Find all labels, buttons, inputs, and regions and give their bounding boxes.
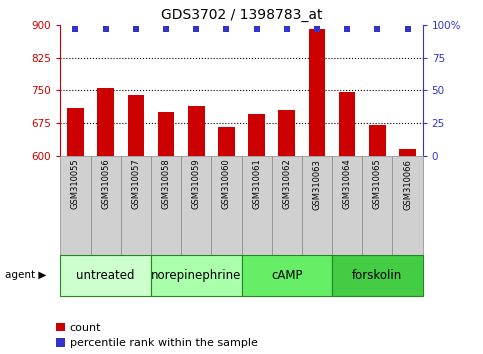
Bar <box>151 255 242 296</box>
Text: GSM310063: GSM310063 <box>313 159 322 210</box>
Text: cAMP: cAMP <box>271 269 302 282</box>
Point <box>102 26 110 32</box>
Text: untreated: untreated <box>76 269 135 282</box>
Text: GSM310056: GSM310056 <box>101 159 110 210</box>
Bar <box>309 29 325 156</box>
Bar <box>98 88 114 156</box>
Text: GSM310061: GSM310061 <box>252 159 261 210</box>
Bar <box>181 156 212 255</box>
Bar <box>91 156 121 255</box>
Point <box>223 26 230 32</box>
Point <box>313 26 321 32</box>
Point <box>404 26 412 32</box>
Bar <box>128 95 144 156</box>
Bar <box>218 127 235 156</box>
Text: GSM310062: GSM310062 <box>282 159 291 210</box>
Bar <box>60 156 91 255</box>
Bar <box>332 255 423 296</box>
Bar <box>212 156 242 255</box>
Text: GSM310064: GSM310064 <box>342 159 352 210</box>
Text: GSM310059: GSM310059 <box>192 159 201 209</box>
Bar <box>158 112 174 156</box>
Bar <box>151 156 181 255</box>
Point <box>253 26 260 32</box>
Bar <box>302 156 332 255</box>
Bar <box>121 156 151 255</box>
Text: GSM310058: GSM310058 <box>161 159 170 210</box>
Bar <box>248 114 265 156</box>
Bar <box>369 125 385 156</box>
Point <box>192 26 200 32</box>
Point <box>132 26 140 32</box>
Point <box>343 26 351 32</box>
Bar <box>242 156 271 255</box>
Title: GDS3702 / 1398783_at: GDS3702 / 1398783_at <box>161 8 322 22</box>
Text: norepinephrine: norepinephrine <box>151 269 242 282</box>
Bar <box>332 156 362 255</box>
Text: GSM310065: GSM310065 <box>373 159 382 210</box>
Bar <box>362 156 393 255</box>
Text: GSM310055: GSM310055 <box>71 159 80 209</box>
Bar <box>393 156 423 255</box>
Bar <box>67 108 84 156</box>
Bar <box>279 110 295 156</box>
Text: agent ▶: agent ▶ <box>5 270 46 280</box>
Point <box>71 26 79 32</box>
Point <box>373 26 381 32</box>
Point <box>283 26 291 32</box>
Bar <box>188 105 204 156</box>
Bar <box>399 149 416 156</box>
Bar <box>271 156 302 255</box>
Text: GSM310060: GSM310060 <box>222 159 231 210</box>
Legend: count, percentile rank within the sample: count, percentile rank within the sample <box>57 322 257 348</box>
Point <box>162 26 170 32</box>
Bar <box>339 92 355 156</box>
Text: forskolin: forskolin <box>352 269 402 282</box>
Bar <box>242 255 332 296</box>
Text: GSM310057: GSM310057 <box>131 159 141 210</box>
Bar <box>60 255 151 296</box>
Text: GSM310066: GSM310066 <box>403 159 412 210</box>
